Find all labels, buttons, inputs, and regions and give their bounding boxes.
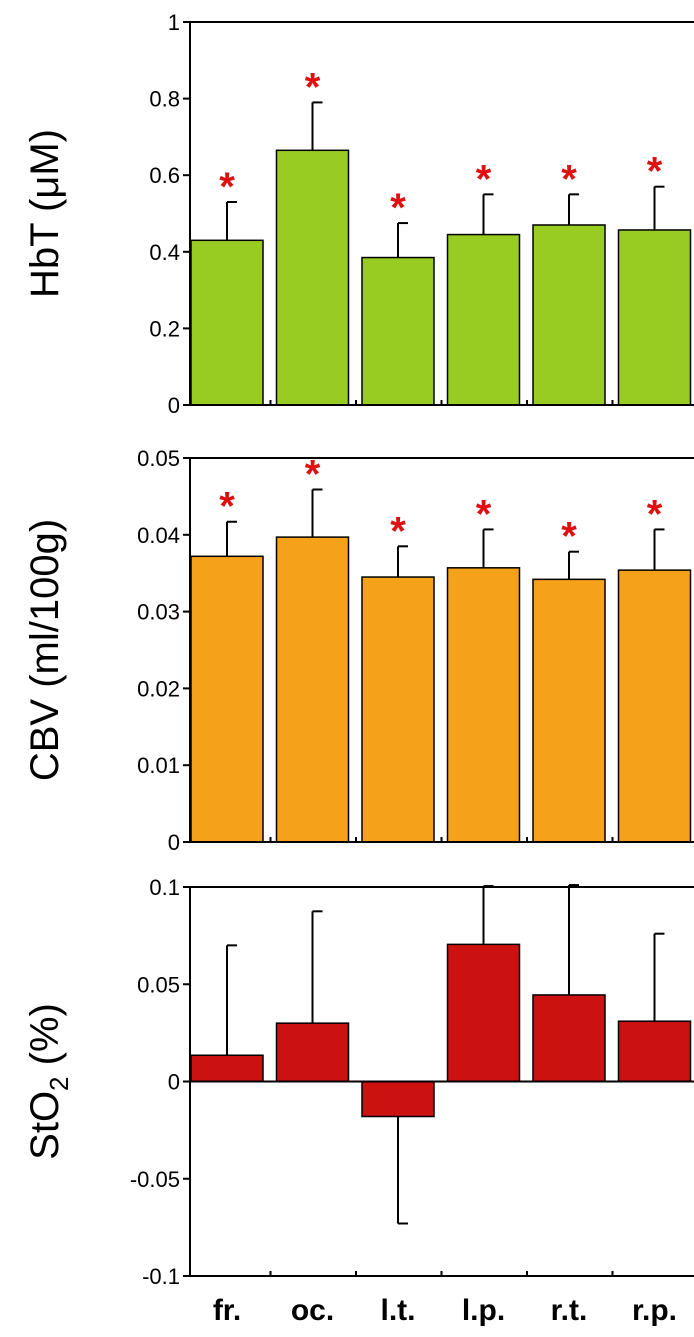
significance-star: *	[390, 509, 406, 553]
y-tick-label: 0.4	[149, 240, 180, 265]
bar-oc.	[275, 1022, 350, 1083]
bar-oc.	[275, 149, 350, 406]
panel-1: 0 0.2 0.4 0.6 0.8 1 * * * * * * HbT (μM)	[23, 10, 694, 418]
bar-l.t.	[361, 256, 435, 406]
y-tick-label: 0	[168, 1070, 180, 1095]
y-tick-label: 0.05	[137, 446, 180, 471]
bar-r.t.	[532, 994, 606, 1083]
bar-l.p.	[446, 567, 521, 843]
category-label: r.t.	[551, 1294, 588, 1327]
y-tick-label: 0.1	[149, 875, 180, 900]
significance-star: *	[305, 65, 321, 109]
significance-star: *	[305, 452, 321, 496]
category-label: l.t.	[381, 1294, 416, 1327]
bar-fr.	[190, 1054, 264, 1083]
bar-r.t.	[532, 224, 606, 406]
y-tick-label: 0.01	[137, 753, 180, 778]
bar-l.p.	[446, 233, 521, 406]
y-tick-label: 0.6	[149, 163, 180, 188]
significance-star: *	[647, 492, 663, 536]
y-tick-label: 0.8	[149, 87, 180, 112]
significance-star: *	[476, 157, 492, 201]
y-tick-label: 0.05	[137, 972, 180, 997]
bar-l.t.	[361, 1080, 435, 1118]
bar-r.t.	[532, 578, 606, 843]
significance-star: *	[390, 186, 406, 230]
y-tick-label: 0	[168, 393, 180, 418]
y-axis-label: StO2 (%)	[23, 1003, 74, 1160]
bar-fr.	[190, 555, 264, 843]
bar-r.p.	[617, 569, 692, 843]
significance-star: *	[647, 150, 663, 194]
y-tick-label: 1	[168, 10, 180, 35]
significance-star: *	[561, 157, 577, 201]
y-tick-label: 0.2	[149, 316, 180, 341]
y-axis-label: HbT (μM)	[23, 129, 67, 298]
bar-l.p.	[446, 943, 521, 1083]
significance-star: *	[219, 165, 235, 209]
category-label: oc.	[291, 1294, 334, 1327]
significance-star: *	[219, 485, 235, 529]
bar-oc.	[275, 536, 350, 843]
y-axis-label: CBV (ml/100g)	[23, 519, 67, 781]
y-tick-label: 0.04	[137, 523, 180, 548]
y-tick-label: -0.1	[142, 1264, 180, 1289]
category-label: r.p.	[632, 1294, 677, 1327]
panel-3: -0.1 -0.05 0 0.05 0.1 StO2 (%)	[23, 875, 694, 1289]
y-tick-label: -0.05	[130, 1167, 180, 1192]
y-tick-label: 0.03	[137, 600, 180, 625]
y-tick-label: 0	[168, 830, 180, 855]
y-tick-label: 0.02	[137, 676, 180, 701]
significance-star: *	[561, 515, 577, 559]
bar-l.t.	[361, 576, 435, 843]
category-label: l.p.	[462, 1294, 505, 1327]
bar-r.p.	[617, 1020, 692, 1083]
panel-2: 0 0.01 0.02 0.03 0.04 0.05 * * * * * * CBV (ml/100g)	[23, 446, 694, 855]
significance-star: *	[476, 492, 492, 536]
category-label: fr.	[213, 1294, 241, 1327]
bar-fr.	[190, 239, 264, 406]
bar-r.p.	[617, 229, 692, 406]
